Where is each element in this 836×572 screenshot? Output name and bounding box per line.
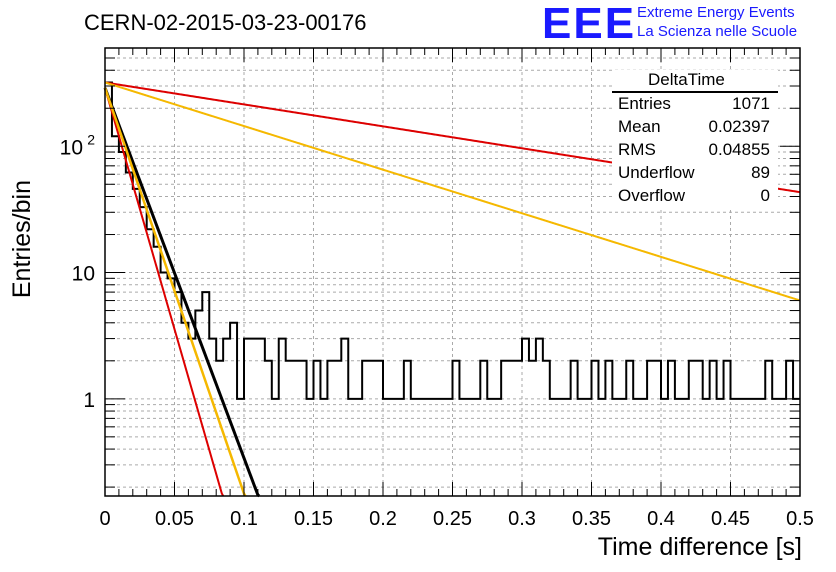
stats-box-background [612, 70, 778, 210]
x-tick-label: 0.35 [572, 508, 611, 530]
stats-label-overflow: Overflow [618, 186, 686, 205]
run-title: CERN-02-2015-03-23-00176 [84, 10, 367, 35]
x-axis-label: Time difference [s] [597, 533, 802, 561]
stats-label-entries: Entries [618, 94, 671, 113]
grid-lines [105, 47, 800, 496]
y-tick-label: 1 [83, 389, 95, 412]
fit-curve-fit_main [103, 87, 261, 498]
x-tick-label: 0.5 [786, 508, 814, 530]
logo-line-2: La Scienza nelle Scuole [637, 23, 798, 40]
stats-label-mean: Mean [618, 117, 661, 136]
stats-value-overflow: 0 [760, 186, 770, 205]
stats-value-rms: 0.04855 [708, 140, 770, 159]
y-axis-label-wrap: Entries/bin [8, 180, 38, 298]
histogram-steps [105, 81, 800, 400]
histogram-layer [105, 81, 800, 400]
x-tick-label: 0.05 [155, 508, 194, 530]
fit-curve-fit_yellow_shallow [104, 81, 801, 302]
stats-label-underflow: Underflow [618, 163, 695, 182]
y-tick-label-exponent: 2 [87, 131, 95, 147]
x-tick-label: 0.1 [230, 508, 258, 530]
logo-line-1: Extreme Energy Events [637, 4, 795, 21]
stats-value-mean: 0.02397 [708, 117, 770, 136]
x-tick-label: 0.15 [294, 508, 333, 530]
axis-ticks [104, 47, 801, 496]
x-tick-label: 0.25 [433, 508, 472, 530]
fit-curve-fit_yellow_steep [103, 87, 247, 497]
stats-box [612, 70, 778, 210]
x-tick-label: 0 [99, 508, 110, 530]
stats-value-underflow: 89 [751, 163, 770, 182]
x-tick-label: 0.4 [647, 508, 675, 530]
tick-labels: 0 0.05 0.1 0.15 0.2 0.25 0.3 0.35 0.4 0.45 0.5 1 10 1… [60, 131, 814, 530]
stats-label-rms: RMS [618, 140, 656, 159]
x-tick-label: 0.3 [508, 508, 536, 530]
x-tick-label: 0.2 [369, 508, 397, 530]
stats-title: DeltaTime [648, 70, 725, 89]
fit-curve-fit_red_steep [104, 87, 225, 497]
y-tick-label: 10 [60, 136, 83, 159]
x-tick-label: 0.45 [711, 508, 750, 530]
stats-value-entries: 1071 [732, 94, 770, 113]
y-tick-label: 10 [72, 263, 95, 286]
eee-logo-mark: EEE [542, 0, 637, 48]
y-axis-label: Entries/bin [8, 180, 36, 299]
